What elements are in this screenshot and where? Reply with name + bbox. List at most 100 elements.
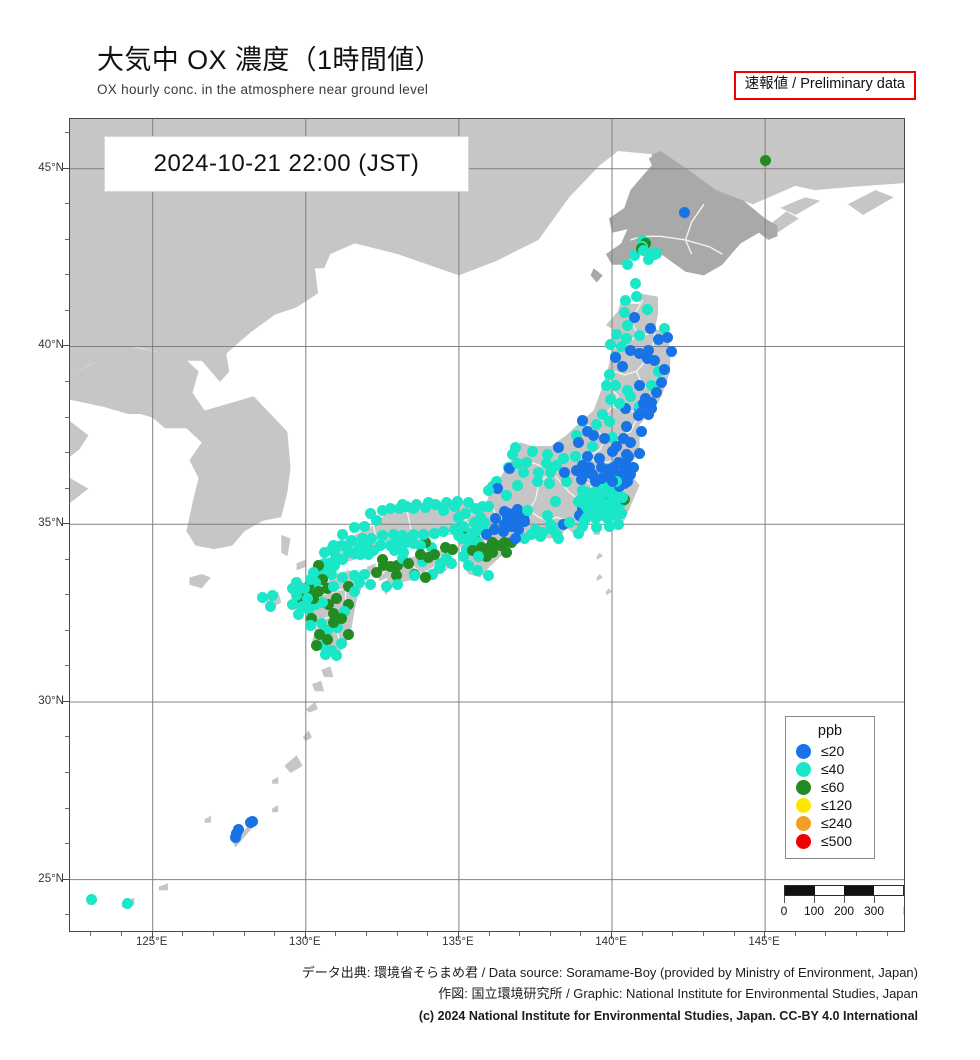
y-axis-minor-tick — [65, 381, 69, 383]
y-axis-tick-mark — [62, 523, 69, 525]
x-axis-minor-tick — [733, 932, 735, 936]
landmass-niijima — [596, 552, 603, 560]
landmass-yonaguni — [88, 897, 98, 905]
scale-bar-tick — [874, 896, 875, 903]
y-axis-minor-tick — [65, 416, 69, 418]
page-title: 大気中 OX 濃度（1時間値） — [97, 45, 443, 75]
y-axis-minor-tick — [65, 629, 69, 631]
footer-credits: データ出典: 環境省そらまめ君 / Data source: Soramame-… — [0, 962, 980, 1026]
landmass-okinawa — [232, 819, 257, 848]
x-axis-minor-tick — [519, 932, 521, 936]
landmass-tsushima — [281, 534, 291, 557]
x-axis-minor-tick — [212, 932, 214, 936]
landmass-kyushu — [290, 563, 364, 660]
x-axis-minor-tick — [90, 932, 92, 936]
scale-bar-tick — [904, 896, 905, 903]
y-axis-tick-mark — [62, 345, 69, 347]
legend-swatch-icon — [796, 779, 811, 795]
scale-bar-label: 0 — [780, 904, 788, 918]
y-axis-minor-tick — [65, 665, 69, 667]
y-axis-minor-tick — [65, 843, 69, 845]
legend-item-label: ≤60 — [821, 779, 845, 795]
x-axis-minor-tick — [121, 932, 123, 936]
y-axis-minor-tick — [65, 238, 69, 240]
y-axis-minor-tick — [65, 203, 69, 205]
map-svg — [70, 119, 904, 931]
legend-rows: ≤20 ≤40 ≤60 ≤120 ≤240 ≤500 — [786, 742, 874, 850]
timestamp-box: 2024-10-21 22:00 (JST) — [104, 136, 469, 192]
x-axis-minor-tick — [396, 932, 398, 936]
landmass-china-coast — [70, 478, 89, 503]
y-axis-minor-tick — [65, 807, 69, 809]
landmass-awaji — [446, 545, 459, 553]
legend-swatch-icon — [796, 761, 811, 777]
legend-item: ≤20 — [786, 742, 874, 760]
prefecture-border — [684, 203, 705, 255]
legend-item: ≤240 — [786, 814, 874, 832]
x-axis-minor-tick — [672, 932, 674, 936]
landmass-goto — [266, 591, 282, 610]
scale-bar-tick — [784, 896, 785, 903]
legend-swatch-icon — [796, 743, 811, 759]
title-block: 大気中 OX 濃度（1時間値） OX hourly conc. in the a… — [97, 38, 657, 97]
y-axis-minor-tick — [65, 452, 69, 454]
x-axis-minor-tick — [366, 932, 368, 936]
landmass-tokunoshima — [272, 776, 279, 784]
y-axis-minor-tick — [65, 274, 69, 276]
x-axis-tick-mark — [304, 932, 306, 939]
x-axis-tick-label: 135°E — [442, 936, 474, 948]
x-axis-minor-tick — [825, 932, 827, 936]
landmass-shandong — [70, 421, 89, 457]
landmass-yakushima — [311, 680, 325, 692]
prefecture-border — [630, 235, 686, 241]
x-axis-minor-tick — [243, 932, 245, 936]
landmass-sakhalin — [676, 119, 717, 151]
y-axis-tick-mark — [62, 878, 69, 880]
x-axis-tick-label: 125°E — [135, 936, 168, 948]
legend-item: ≤60 — [786, 778, 874, 796]
landmass-jeju — [189, 574, 211, 589]
legend-swatch-icon — [796, 797, 811, 813]
copyright-line: (c) 2024 National Institute for Environm… — [418, 1009, 918, 1024]
map-plot-area[interactable]: 2024-10-21 22:00 (JST) ppb ≤20 ≤40 ≤60 ≤120… — [69, 118, 905, 932]
landmass-shikoku — [376, 549, 450, 596]
scale-bar-ticks — [784, 896, 904, 903]
landmass-tanegashima — [321, 666, 334, 678]
x-axis-minor-tick — [886, 932, 888, 936]
y-axis-tick-label: 45°N — [38, 161, 64, 174]
y-axis-minor-tick — [65, 487, 69, 489]
landmass-hachijo — [605, 588, 612, 596]
prefecture-borders — [305, 203, 723, 646]
x-axis-minor-tick — [335, 932, 337, 936]
legend-swatch-icon — [796, 815, 811, 831]
x-axis-tick-label: 145°E — [748, 936, 780, 948]
scale-bar-track — [784, 885, 904, 896]
legend-item: ≤120 — [786, 796, 874, 814]
y-axis-tick-label: 30°N — [38, 694, 64, 707]
x-axis-minor-tick — [182, 932, 184, 936]
scale-bar: 0 100 200 300 km — [780, 885, 904, 918]
legend-item-label: ≤40 — [821, 761, 845, 777]
y-axis-minor-tick — [65, 914, 69, 916]
x-axis-tick-mark — [151, 932, 153, 939]
y-axis-minor-tick — [65, 132, 69, 134]
prefecture-border — [629, 299, 656, 337]
x-axis-minor-tick — [427, 932, 429, 936]
y-axis-tick-label: 25°N — [38, 872, 64, 885]
landmass-korea — [70, 346, 291, 550]
legend-item-label: ≤500 — [821, 833, 853, 849]
x-axis-minor-tick — [641, 932, 643, 936]
y-axis-tick-label: 40°N — [38, 339, 64, 352]
scale-bar-label: 300 — [863, 904, 885, 918]
timestamp-label: 2024-10-21 22:00 (JST) — [153, 150, 420, 177]
landmass-iki — [296, 559, 306, 571]
scale-bar-tick — [844, 896, 845, 903]
landmass-kuril — [783, 151, 904, 191]
landmass-miyako — [158, 883, 168, 891]
x-axis-minor-tick — [549, 932, 551, 936]
legend-item: ≤500 — [786, 832, 874, 850]
y-axis-minor-tick — [65, 594, 69, 596]
landmass-kuchinoerabu — [305, 702, 318, 713]
landmass-kunashir — [780, 197, 821, 215]
legend: ppb ≤20 ≤40 ≤60 ≤120 ≤240 ≤500 — [785, 716, 875, 859]
